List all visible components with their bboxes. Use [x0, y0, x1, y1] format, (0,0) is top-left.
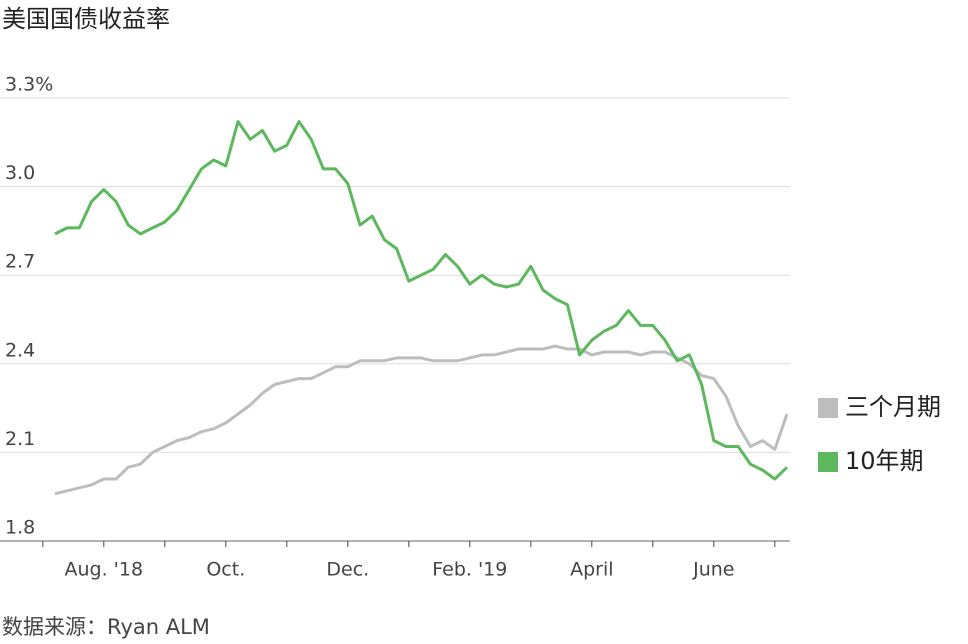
y-tick-label: 2.1 — [5, 428, 35, 450]
x-tick-label: June — [692, 559, 734, 581]
x-tick-label: Dec. — [326, 559, 369, 581]
x-tick-label: Feb. '19 — [432, 559, 507, 581]
legend-label: 10年期 — [845, 447, 924, 475]
y-tick-label: 3.0 — [5, 162, 35, 184]
line-series — [54, 120, 789, 481]
y-tick-label: 2.7 — [5, 251, 35, 273]
x-tick-label: April — [570, 559, 613, 581]
source: 数据来源：Ryan ALM — [2, 615, 210, 639]
y-tick-label: 2.4 — [5, 339, 35, 361]
line-series — [54, 344, 789, 496]
chart-title: 美国国债收益率 — [2, 5, 170, 33]
x-tick-label: Aug. '18 — [65, 559, 144, 581]
x-tick-label: Oct. — [206, 559, 245, 581]
y-tick-label: 1.8 — [5, 517, 35, 539]
y-tick-label: 3.3% — [5, 74, 53, 96]
legend-swatch — [818, 452, 838, 472]
legend-swatch — [818, 398, 838, 418]
legend-label: 三个月期 — [845, 393, 941, 421]
